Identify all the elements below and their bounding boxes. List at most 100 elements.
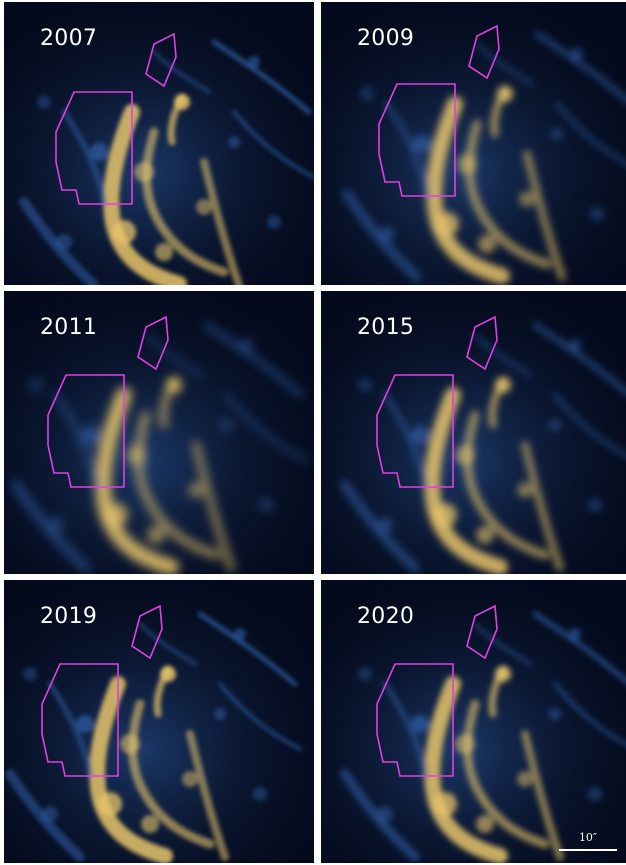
- emission-knot: [476, 815, 494, 833]
- emission-filament: [47, 681, 93, 777]
- emission-knot: [240, 339, 252, 351]
- emission-knot: [248, 56, 260, 68]
- emission-filament: [197, 611, 298, 687]
- emission-filament: [473, 622, 532, 666]
- emission-image: [321, 2, 626, 285]
- emission-knot: [476, 526, 494, 544]
- panel-2011: 2011: [4, 291, 314, 574]
- small-region-outline: [145, 32, 177, 88]
- emission-filament: [534, 31, 626, 103]
- year-label: 2007: [40, 26, 98, 51]
- emission-knot: [174, 94, 190, 110]
- emission-knot: [37, 95, 51, 109]
- emission-structure: [19, 39, 314, 285]
- emission-knot: [517, 771, 533, 787]
- emission-knot: [549, 419, 561, 431]
- emission-knot: [519, 191, 535, 207]
- emission-filament: [200, 158, 243, 285]
- emission-knot: [112, 220, 136, 244]
- emission-filament: [340, 769, 420, 862]
- emission-filament: [211, 39, 312, 115]
- panel-2020: 2020 10″: [321, 580, 626, 863]
- emission-knot: [455, 445, 475, 465]
- emission-knot: [571, 48, 583, 60]
- emission-knot: [220, 419, 232, 431]
- emission-knot: [182, 771, 198, 787]
- emission-filament: [61, 109, 107, 205]
- emission-filament: [382, 681, 428, 777]
- emission-filament: [11, 480, 91, 573]
- emission-knot: [166, 377, 182, 393]
- emission-knot: [253, 787, 267, 801]
- emission-structure: [342, 31, 626, 284]
- emission-filament: [152, 50, 211, 94]
- emission-knot: [433, 503, 457, 527]
- emission-filament: [473, 333, 532, 377]
- emission-filament: [521, 730, 564, 861]
- emission-knot: [188, 482, 204, 498]
- emission-filament: [232, 110, 314, 179]
- emission-knot: [120, 734, 140, 754]
- emission-knot: [588, 787, 602, 801]
- emission-knot: [377, 806, 393, 822]
- emission-knot: [379, 226, 395, 242]
- emission-knot: [126, 445, 146, 465]
- small-region-outline: [468, 24, 500, 80]
- emission-knot: [413, 135, 431, 153]
- emission-knot: [160, 666, 176, 682]
- emission-filament: [138, 622, 197, 666]
- year-label: 2009: [357, 26, 415, 51]
- emission-structure: [11, 322, 308, 574]
- emission-image: [4, 291, 314, 574]
- emission-knot: [267, 215, 281, 229]
- year-label: 2011: [40, 315, 98, 340]
- emission-knot: [82, 426, 100, 444]
- emission-knot: [411, 715, 429, 733]
- emission-filament: [203, 322, 304, 398]
- emission-knot: [29, 378, 43, 392]
- emission-filament: [224, 393, 308, 462]
- small-region-outline: [466, 315, 498, 371]
- emission-filament: [342, 189, 422, 282]
- scale-bar-label: 10″: [578, 831, 598, 844]
- emission-filament: [144, 333, 203, 377]
- emission-image: [321, 291, 626, 574]
- emission-knot: [259, 498, 273, 512]
- scale-bar-line: [559, 849, 617, 851]
- emission-filament: [555, 102, 626, 166]
- year-label: 2015: [357, 315, 415, 340]
- emission-knot: [147, 526, 165, 544]
- emission-filament: [192, 441, 235, 572]
- emission-knot: [495, 666, 511, 682]
- emission-knot: [234, 628, 246, 640]
- emission-filament: [186, 730, 229, 861]
- panel-2007: 2007: [4, 2, 314, 285]
- emission-filament: [532, 611, 626, 684]
- emission-knot: [134, 162, 154, 182]
- emission-knot: [196, 199, 212, 215]
- emission-filament: [475, 42, 534, 86]
- emission-knot: [411, 426, 429, 444]
- emission-image: [4, 2, 314, 285]
- emission-knot: [377, 517, 393, 533]
- emission-knot: [56, 234, 72, 250]
- emission-filament: [521, 441, 564, 572]
- emission-structure: [340, 322, 626, 574]
- emission-knot: [497, 86, 513, 102]
- emission-knot: [42, 806, 58, 822]
- emission-knot: [98, 792, 122, 816]
- panel-2015: 2015: [321, 291, 626, 574]
- emission-knot: [478, 235, 496, 253]
- emission-knot: [569, 628, 581, 640]
- emission-knot: [360, 87, 374, 101]
- emission-knot: [104, 503, 128, 527]
- emission-knot: [549, 708, 561, 720]
- emission-knot: [23, 667, 37, 681]
- emission-knot: [551, 128, 563, 140]
- emission-knot: [48, 517, 64, 533]
- emission-filament: [532, 322, 626, 395]
- emission-filament: [382, 392, 428, 488]
- large-region-outline: [55, 91, 133, 205]
- emission-filament: [53, 392, 99, 488]
